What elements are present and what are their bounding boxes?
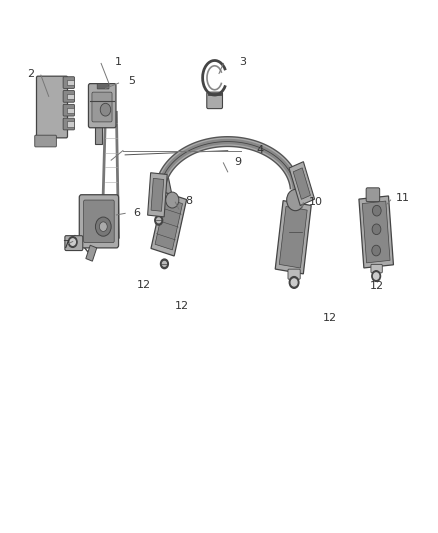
Circle shape [374,273,379,279]
Polygon shape [151,192,187,256]
Text: 10: 10 [309,197,323,207]
Text: 3: 3 [240,57,247,67]
FancyBboxPatch shape [67,122,74,127]
Text: 4: 4 [257,144,264,155]
Circle shape [70,239,75,245]
Text: 11: 11 [396,193,410,204]
Polygon shape [86,245,97,261]
Circle shape [372,205,381,216]
FancyBboxPatch shape [67,80,74,85]
FancyBboxPatch shape [63,77,74,88]
Circle shape [162,262,166,266]
FancyBboxPatch shape [84,200,114,243]
FancyBboxPatch shape [88,84,116,128]
Text: 5: 5 [128,77,135,86]
Text: 12: 12 [323,312,337,322]
Circle shape [99,222,107,231]
FancyBboxPatch shape [36,76,67,138]
Circle shape [157,218,161,223]
Text: 2: 2 [27,69,34,79]
Polygon shape [95,126,102,144]
Circle shape [166,192,179,208]
Circle shape [291,279,297,286]
Polygon shape [359,196,393,268]
Polygon shape [162,173,172,196]
Circle shape [372,245,381,256]
Circle shape [100,103,111,116]
Polygon shape [275,200,311,274]
FancyBboxPatch shape [79,195,119,248]
Text: 9: 9 [234,157,241,167]
Polygon shape [151,179,164,211]
Circle shape [372,271,381,281]
FancyBboxPatch shape [35,135,57,147]
Circle shape [289,277,299,288]
FancyBboxPatch shape [67,94,74,99]
FancyBboxPatch shape [97,84,109,89]
FancyBboxPatch shape [288,269,300,279]
FancyBboxPatch shape [207,92,223,109]
Polygon shape [155,198,183,250]
FancyBboxPatch shape [63,118,74,130]
FancyBboxPatch shape [366,188,380,201]
Text: 12: 12 [137,280,151,289]
Text: 12: 12 [370,281,384,291]
FancyBboxPatch shape [92,92,112,122]
Polygon shape [148,173,167,217]
Polygon shape [279,206,307,268]
FancyBboxPatch shape [63,104,74,116]
Polygon shape [289,161,314,206]
Polygon shape [362,201,390,263]
FancyBboxPatch shape [65,236,83,251]
Circle shape [95,217,111,236]
Circle shape [155,215,162,225]
Circle shape [287,189,304,211]
Text: 7: 7 [62,240,69,249]
Text: 6: 6 [134,208,141,219]
Text: 12: 12 [175,301,189,311]
Circle shape [160,259,168,269]
Text: 8: 8 [186,196,193,206]
Text: 1: 1 [115,57,122,67]
FancyBboxPatch shape [67,108,74,113]
FancyBboxPatch shape [371,264,382,273]
Circle shape [68,237,77,247]
Circle shape [372,224,381,235]
Polygon shape [293,168,311,199]
FancyBboxPatch shape [63,91,74,102]
